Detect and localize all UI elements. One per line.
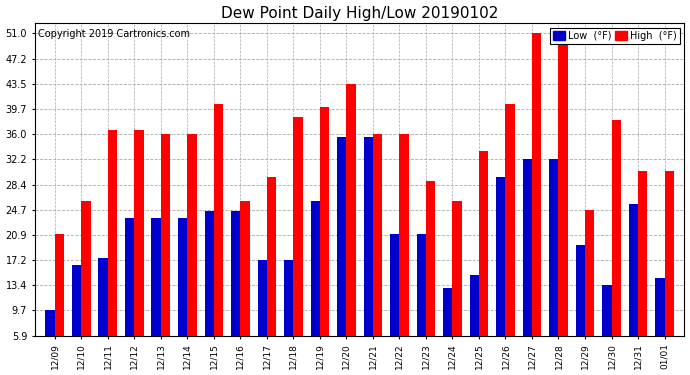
Bar: [638, 171, 647, 336]
Bar: [629, 204, 638, 336]
Bar: [602, 285, 611, 336]
Bar: [257, 260, 267, 336]
Bar: [453, 201, 462, 336]
Bar: [549, 159, 558, 336]
Bar: [187, 134, 197, 336]
Bar: [284, 260, 293, 336]
Bar: [240, 201, 250, 336]
Bar: [81, 201, 90, 336]
Bar: [575, 244, 585, 336]
Legend: Low  (°F), High  (°F): Low (°F), High (°F): [551, 28, 680, 44]
Bar: [443, 288, 453, 336]
Bar: [390, 234, 400, 336]
Bar: [364, 137, 373, 336]
Bar: [293, 117, 303, 336]
Bar: [532, 33, 541, 336]
Bar: [320, 107, 329, 336]
Bar: [417, 234, 426, 336]
Bar: [204, 211, 214, 336]
Bar: [664, 171, 674, 336]
Bar: [125, 218, 135, 336]
Bar: [373, 134, 382, 336]
Bar: [161, 134, 170, 336]
Bar: [496, 177, 506, 336]
Bar: [46, 310, 55, 336]
Bar: [99, 258, 108, 336]
Bar: [55, 234, 64, 336]
Bar: [400, 134, 408, 336]
Text: Copyright 2019 Cartronics.com: Copyright 2019 Cartronics.com: [38, 29, 190, 39]
Bar: [426, 181, 435, 336]
Bar: [178, 218, 187, 336]
Bar: [506, 104, 515, 336]
Bar: [558, 36, 568, 336]
Bar: [267, 177, 276, 336]
Title: Dew Point Daily High/Low 20190102: Dew Point Daily High/Low 20190102: [221, 6, 498, 21]
Bar: [523, 159, 532, 336]
Bar: [135, 130, 144, 336]
Bar: [585, 210, 594, 336]
Bar: [72, 265, 81, 336]
Bar: [470, 275, 479, 336]
Bar: [346, 84, 355, 336]
Bar: [310, 201, 320, 336]
Bar: [479, 151, 489, 336]
Bar: [656, 278, 664, 336]
Bar: [231, 211, 240, 336]
Bar: [152, 218, 161, 336]
Bar: [108, 130, 117, 336]
Bar: [214, 104, 223, 336]
Bar: [611, 120, 621, 336]
Bar: [337, 137, 346, 336]
